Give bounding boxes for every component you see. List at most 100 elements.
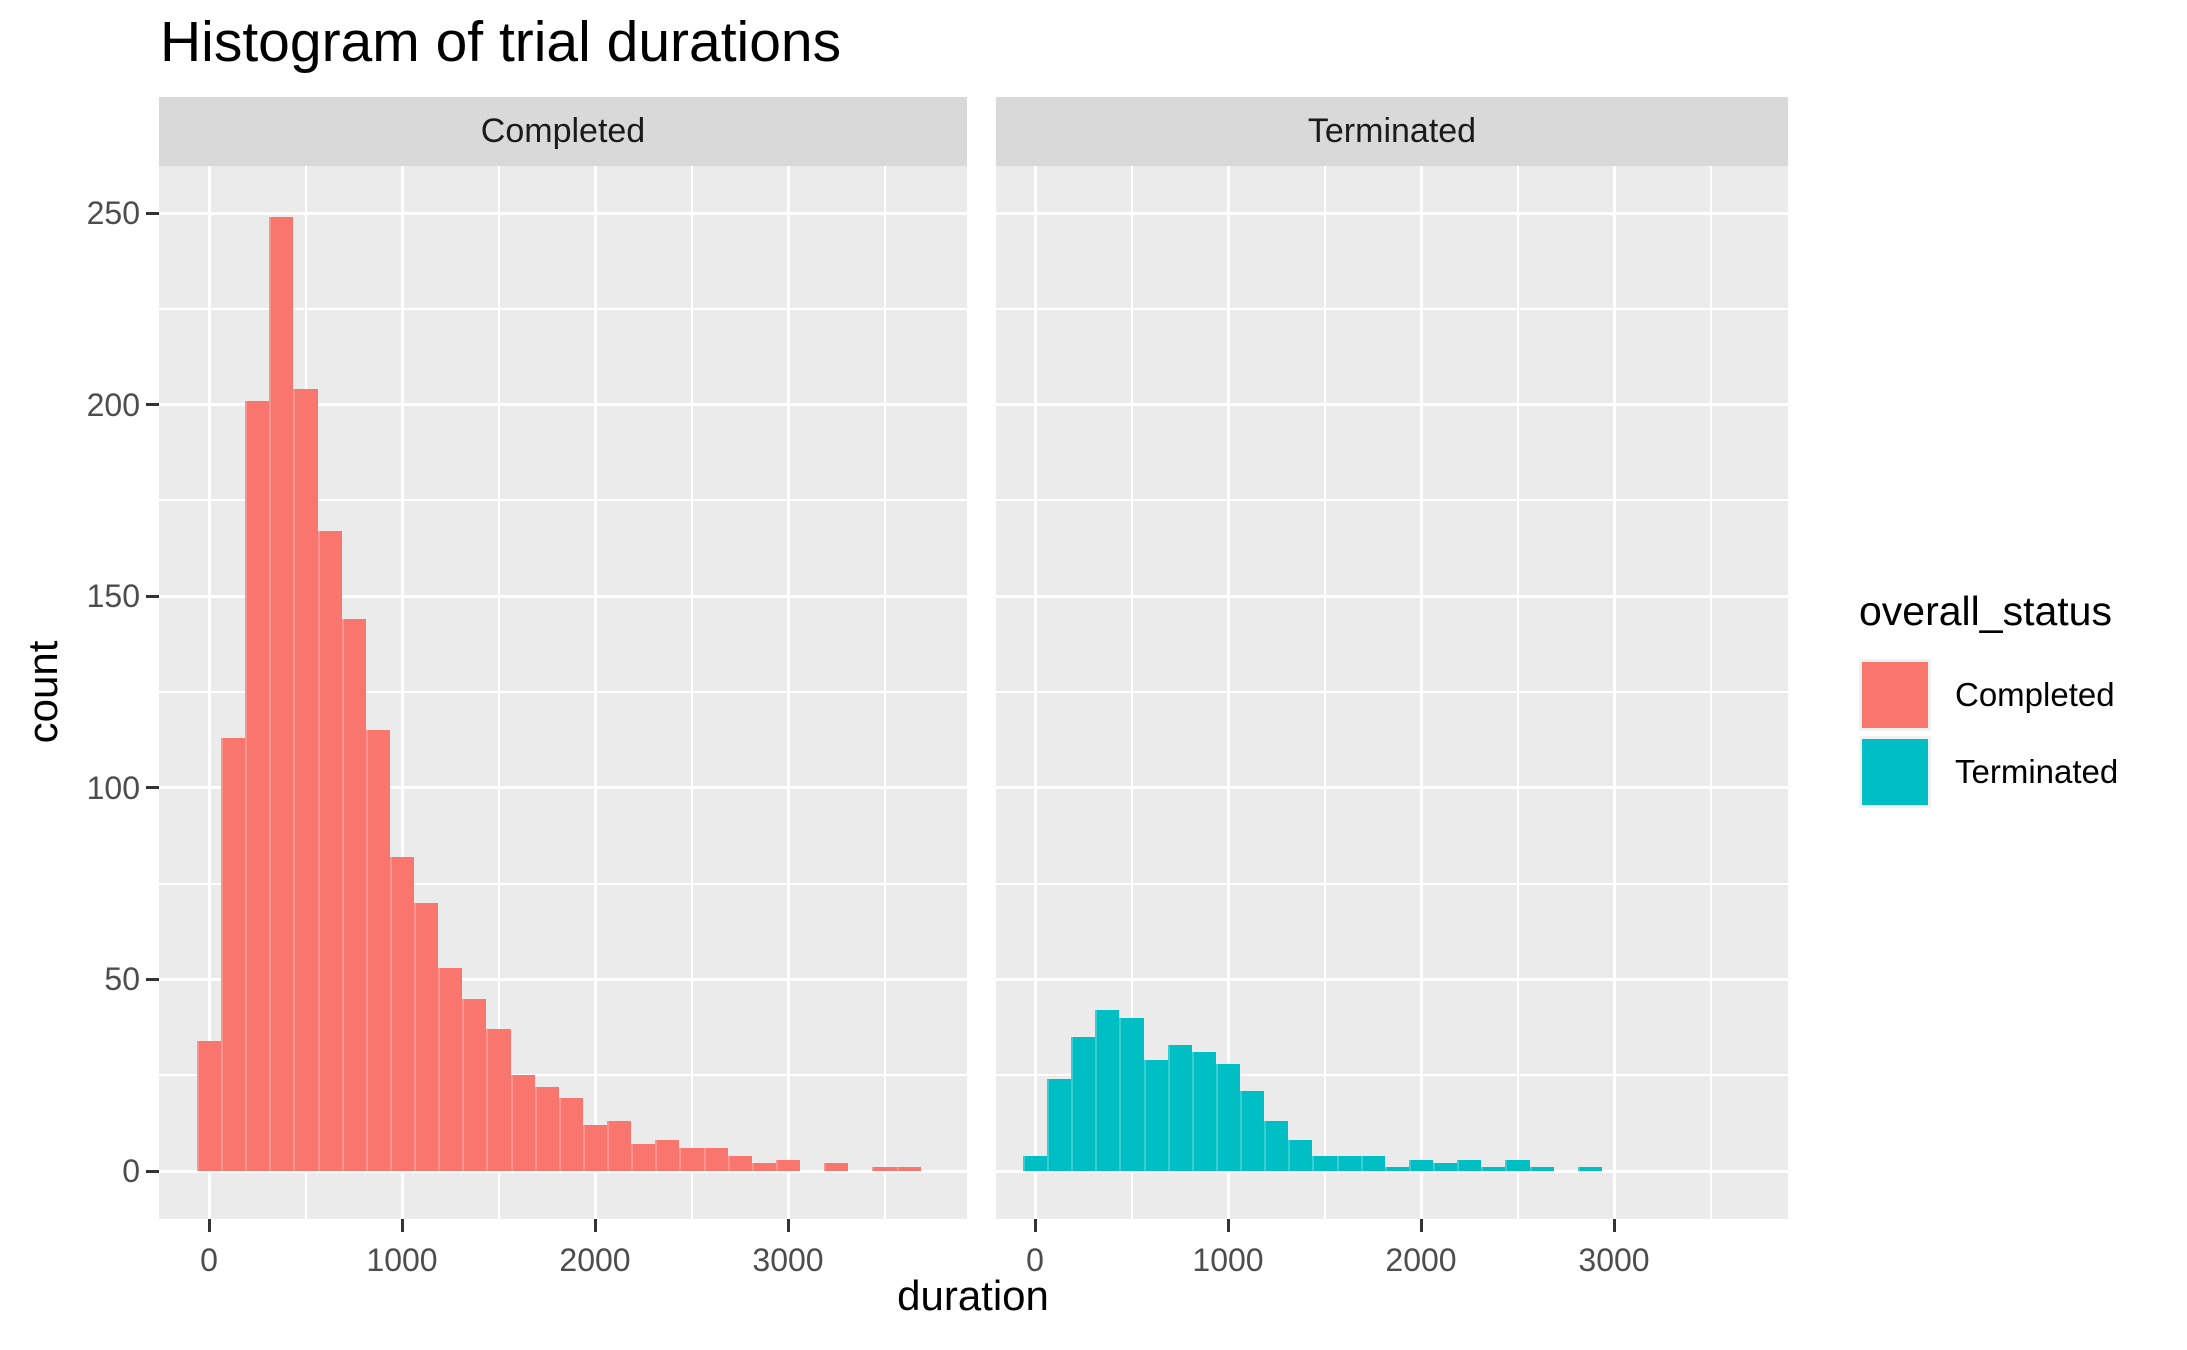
x-tick-mark [400,1219,404,1232]
x-tick-mark [593,1219,597,1232]
histogram-bar [341,619,366,1171]
histogram-bar [896,1167,921,1171]
histogram-bar [631,1144,656,1171]
histogram-bar [1433,1163,1458,1171]
legend-label-terminated: Terminated [1955,753,2119,790]
gridline-major-vertical [593,166,597,1219]
x-tick-mark [1226,1219,1230,1232]
histogram-bar [1215,1063,1241,1171]
gridline-minor-horizontal [159,691,967,693]
histogram-bar [775,1159,801,1171]
gridline-minor-horizontal [159,499,967,502]
histogram-bar [1408,1159,1434,1171]
gridline-minor-vertical [497,166,500,1219]
gridline-minor-vertical [1130,166,1133,1219]
histogram-bar [534,1086,559,1171]
histogram-bar [582,1125,608,1171]
histogram-bar [414,902,439,1171]
histogram-bar [245,400,270,1171]
histogram-bar [1336,1155,1361,1171]
histogram-bar [1312,1155,1337,1171]
gridline-major-horizontal [996,786,1788,790]
gridline-minor-horizontal [159,882,967,885]
gridline-major-vertical [1226,166,1230,1219]
panel-terminated [996,166,1788,1219]
histogram-bar [1240,1090,1265,1171]
x-tick-label: 0 [1026,1242,1044,1278]
facet-strip-terminated: Terminated [996,97,1788,166]
gridline-major-vertical [207,166,211,1219]
legend: overall_status Completed Terminated [1859,588,2118,813]
histogram-bar [293,389,318,1171]
facet-strip-label-terminated: Terminated [1307,112,1477,150]
panel-completed [159,166,967,1219]
y-tick-label: 250 [86,195,140,231]
histogram-bar [1167,1044,1192,1171]
histogram-bar [1022,1155,1048,1171]
legend-label-completed: Completed [1955,676,2115,713]
legend-swatch-completed [1859,659,1931,731]
x-tick-label: 0 [200,1242,218,1278]
histogram-bar [1529,1167,1554,1171]
histogram-bar [1191,1052,1216,1171]
histogram-bar [1047,1079,1072,1171]
histogram-bar [703,1148,728,1171]
histogram-bar [872,1167,897,1171]
histogram-bar [510,1075,535,1171]
gridline-minor-horizontal [996,882,1788,885]
y-tick-mark [146,1169,159,1173]
y-tick-mark [146,594,159,598]
histogram-bar [751,1163,776,1171]
x-tick-label: 1000 [366,1242,438,1278]
histogram-bar [196,1040,222,1171]
gridline-minor-horizontal [996,499,1788,502]
histogram-bar [1577,1167,1602,1171]
histogram-bar [389,856,415,1171]
histogram-bar [486,1029,511,1171]
x-tick-mark [1033,1219,1037,1232]
histogram-bar [438,967,463,1171]
gridline-minor-horizontal [996,307,1788,310]
y-tick-label: 100 [86,769,140,806]
gridline-minor-vertical [1323,166,1326,1219]
gridline-major-horizontal [159,1169,967,1173]
histogram-bar [1360,1155,1385,1171]
facet-strip-label-completed: Completed [480,112,646,150]
x-tick-label: 1000 [1192,1242,1264,1278]
x-tick-label: 3000 [752,1242,824,1278]
x-tick-mark [1419,1219,1423,1232]
y-axis-title: count [19,640,66,744]
y-tick-label: 150 [86,578,140,615]
y-tick-label: 50 [104,961,140,998]
histogram-bar [1071,1036,1096,1171]
histogram-bar [1143,1059,1168,1171]
gridline-major-vertical [1419,166,1423,1219]
histogram-bar [1095,1010,1120,1171]
gridline-major-horizontal [996,977,1788,981]
gridline-major-horizontal [996,594,1788,598]
gridline-major-horizontal [159,594,967,598]
gridline-minor-vertical [690,166,693,1219]
histogram-bar [1288,1140,1313,1171]
gridline-major-vertical [400,166,404,1219]
histogram-bar [1264,1121,1289,1171]
gridline-minor-horizontal [996,1074,1788,1077]
x-tick-label: 2000 [1385,1242,1457,1278]
gridline-major-vertical [1612,166,1616,1219]
histogram-bar [221,737,246,1171]
x-tick-mark [207,1219,211,1232]
y-tick-mark [146,786,159,790]
gridline-minor-horizontal [159,307,967,310]
gridline-minor-horizontal [159,1074,967,1077]
x-tick-label: 3000 [1578,1242,1650,1278]
gridline-major-horizontal [996,403,1788,407]
gridline-major-horizontal [159,403,967,407]
legend-item-terminated: Terminated [1859,736,2118,808]
histogram-bar [655,1140,680,1171]
histogram-bar [269,216,294,1171]
legend-item-completed: Completed [1859,659,2118,731]
legend-title: overall_status [1859,588,2112,634]
gridline-major-horizontal [159,977,967,981]
gridline-major-vertical [786,166,790,1219]
